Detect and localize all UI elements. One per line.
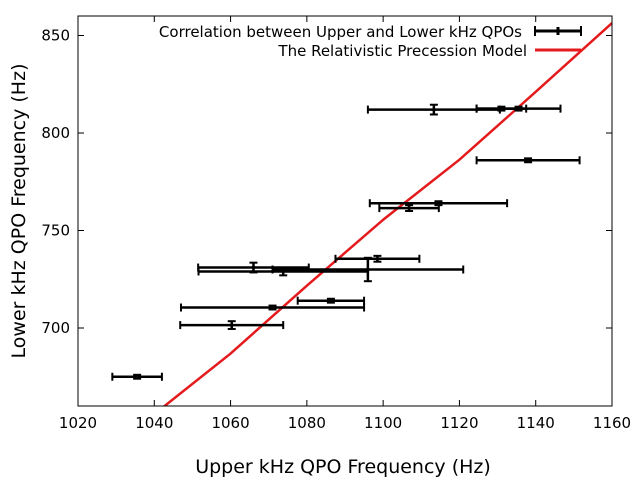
data-point bbox=[197, 266, 369, 277]
data-point bbox=[296, 296, 366, 305]
data-point bbox=[334, 254, 421, 263]
data-marker bbox=[436, 201, 441, 205]
y-axis-label: Lower kHz QPO Frequency (Hz) bbox=[8, 64, 30, 359]
legend-label-model: The Relativistic Precession Model bbox=[277, 42, 527, 60]
x-tick-label: 1100 bbox=[364, 414, 402, 432]
data-point bbox=[475, 104, 562, 113]
x-tick-label: 1020 bbox=[59, 414, 97, 432]
x-tick-label: 1040 bbox=[135, 414, 173, 432]
data-marker bbox=[407, 206, 411, 210]
plot-frame bbox=[77, 15, 613, 407]
legend-swatch-errorbar bbox=[534, 26, 582, 36]
data-point bbox=[179, 303, 366, 312]
data-marker bbox=[329, 298, 333, 303]
data-point bbox=[378, 204, 440, 213]
y-tick-label: 700 bbox=[41, 319, 70, 337]
data-marker bbox=[135, 374, 139, 379]
y-tick-label: 850 bbox=[41, 27, 70, 45]
data-point bbox=[271, 256, 465, 283]
data-point bbox=[475, 156, 581, 165]
data-point bbox=[368, 199, 509, 208]
data-marker bbox=[229, 323, 234, 327]
data-marker bbox=[526, 158, 530, 163]
x-axis-label: Upper kHz QPO Frequency (Hz) bbox=[195, 456, 491, 478]
data-marker bbox=[516, 106, 521, 111]
legend-label-errorbar: Correlation between Upper and Lower kHz … bbox=[159, 23, 522, 41]
axis-ticks: 1020 1040 1060 1080 1100 1120 1140 1160 700 750 80… bbox=[41, 16, 631, 432]
legend: Correlation between Upper and Lower kHz … bbox=[159, 23, 582, 60]
y-tick-label: 750 bbox=[41, 222, 70, 240]
x-tick-label: 1160 bbox=[593, 414, 631, 432]
data-point bbox=[111, 372, 163, 381]
x-tick-label: 1080 bbox=[288, 414, 326, 432]
y-tick-label: 800 bbox=[41, 124, 70, 142]
model-line bbox=[162, 22, 612, 406]
x-tick-label: 1120 bbox=[440, 414, 478, 432]
x-tick-label: 1140 bbox=[517, 414, 555, 432]
data-marker bbox=[432, 107, 436, 112]
data-marker bbox=[270, 305, 275, 310]
data-marker bbox=[366, 267, 370, 272]
data-point bbox=[179, 320, 285, 330]
data-marker bbox=[251, 265, 256, 270]
plot-area bbox=[111, 22, 612, 406]
x-tick-label: 1060 bbox=[211, 414, 249, 432]
data-marker bbox=[375, 256, 380, 261]
